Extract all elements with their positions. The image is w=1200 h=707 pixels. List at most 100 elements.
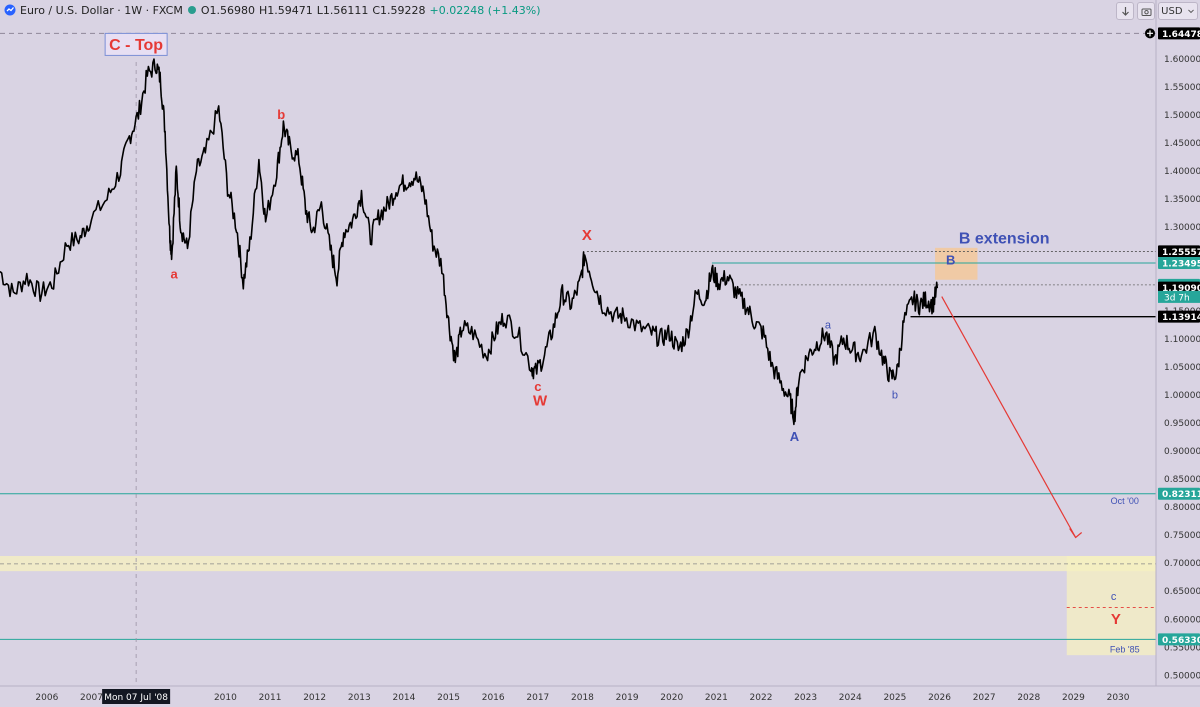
x-tick-label-12: 2019 [616,693,639,703]
x-tick-label-6: 2013 [348,693,371,703]
y-tick-label-22: 0.50000 [1164,671,1200,681]
y-tick-label-20: 0.60000 [1164,615,1200,625]
y-tick-label-5: 1.35000 [1164,195,1200,205]
y-tick-label-19: 0.65000 [1164,587,1200,597]
x-tick-label-15: 2022 [750,693,773,703]
price-label-0[interactable]: 1.64478 [1162,30,1200,40]
x-tick-label-13: 2020 [660,693,683,703]
c-top-label-box [104,32,168,56]
y-tick-label-13: 0.95000 [1164,419,1200,429]
chevron-down-icon [1187,9,1194,14]
time-axis-background [0,686,1156,707]
projection-arrow-line [941,296,1077,538]
price-label-6[interactable]: 0.82311 [1162,490,1200,500]
y-tick-label-12: 1.00000 [1164,391,1200,401]
x-tick-label-8: 2015 [437,693,460,703]
currency-selector[interactable]: USD [1158,2,1198,20]
symbol-title[interactable]: Euro / U.S. Dollar · 1W · FXCM [20,3,183,17]
price-label-1[interactable]: 1.25557 [1162,248,1200,258]
x-tick-label-5: 2012 [303,693,326,703]
y-tick-label-21: 0.55000 [1164,643,1200,653]
y-tick-label-15: 0.85000 [1164,475,1200,485]
price-label-5[interactable]: 1.13914 [1162,313,1200,323]
wave-label-11: c [1111,591,1117,603]
target-zone-box [1066,556,1156,656]
time-axis[interactable]: 2006 2007 Mon 07 Jul '08 2010 2011 2012 2013 20… [0,685,1200,707]
price-axis-background [1156,0,1200,707]
x-tick-label-9: 2016 [482,693,505,703]
price-label-2[interactable]: 1.23495 [1162,259,1200,269]
price-label-bg-7 [1158,633,1200,646]
symbol-header: Euro / U.S. Dollar · 1W · FXCM O1.56980 … [0,0,541,20]
countdown-label: 3d 7h [1164,293,1190,303]
y-tick-label-17: 0.75000 [1164,531,1200,541]
price-label-7[interactable]: 0.56330 [1162,636,1200,646]
arrow-down-icon [1121,6,1129,16]
price-series [0,58,939,426]
x-tick-label-20: 2027 [973,693,996,703]
wave-label-0: C - Top [109,37,163,54]
wave-label-13: Oct '00 [1111,496,1139,506]
price-label-bg-2 [1158,256,1200,269]
x-tick-label-1: 2007 [80,693,103,703]
price-axis[interactable]: 1.60000 1.55000 1.50000 1.45000 1.40000 1.350… [1145,0,1200,707]
change-value: +0.02248 (+1.43%) [429,3,541,17]
y-tick-label-4: 1.40000 [1164,167,1200,177]
price-label-bg-4 [1158,281,1200,294]
y-tick-label-0: 1.60000 [1164,55,1200,65]
y-tick-label-18: 0.70000 [1164,559,1200,569]
x-tick-label-2: Mon 07 Jul '08 [104,693,168,703]
wave-label-14: Feb '85 [1110,645,1140,655]
status-dot-icon [187,6,196,14]
x-tick-label-23: 2030 [1107,693,1130,703]
x-tick-label-0: 2006 [35,693,58,703]
y-tick-label-6: 1.30000 [1164,223,1200,233]
y-tick-label-2: 1.50000 [1164,111,1200,121]
y-tick-label-1: 1.55000 [1164,83,1200,93]
currency-label: USD [1161,5,1183,17]
y-tick-label-14: 0.90000 [1164,447,1200,457]
x-tick-label-10: 2017 [526,693,549,703]
y-tick-label-11: 1.05000 [1164,363,1200,373]
wave-label-10: B extension [959,230,1050,247]
crosshair-date-bg [102,689,171,704]
zones [0,247,1156,656]
projection-arrow-head [1069,528,1083,539]
wave-label-6: a [825,319,832,331]
wave-label-7: b [892,389,898,401]
wave-label-4: c [534,379,541,394]
y-tick-label-10: 1.10000 [1164,335,1200,345]
arrow-down-button[interactable] [1116,2,1134,20]
x-tick-label-19: 2026 [928,693,951,703]
x-tick-label-21: 2028 [1017,693,1040,703]
y-tick-label-16: 0.80000 [1164,503,1200,513]
x-tick-label-17: 2024 [839,693,862,703]
x-tick-label-18: 2025 [883,693,906,703]
low-value: L1.56111 [316,3,369,17]
wave-label-1: b [277,107,285,122]
open-value: O1.56980 [200,3,255,17]
x-tick-label-3: 2010 [214,693,237,703]
price-label-bg-5 [1158,310,1200,323]
price-label-bg-1 [1158,245,1200,258]
x-tick-label-7: 2014 [392,693,415,703]
x-tick-label-4: 2011 [259,693,282,703]
wave-label-8: A [790,429,800,444]
camera-icon [1141,8,1151,16]
y-tick-label-3: 1.45000 [1164,139,1200,149]
wave-label-12: Y [1111,611,1121,628]
wave-label-3: X [582,227,592,244]
wave-label-9: B [946,253,955,268]
price-label-bg-0 [1158,27,1200,40]
horizontal-lines [0,32,1156,686]
screenshot-button[interactable] [1137,2,1155,20]
x-tick-label-11: 2018 [571,693,594,703]
x-tick-label-14: 2021 [705,693,728,703]
price-label-4[interactable]: 1.19090 [1162,284,1200,294]
eurusd-price-line [0,58,939,426]
price-label-bg-6 [1158,487,1200,500]
wave-label-2: a [170,267,178,282]
